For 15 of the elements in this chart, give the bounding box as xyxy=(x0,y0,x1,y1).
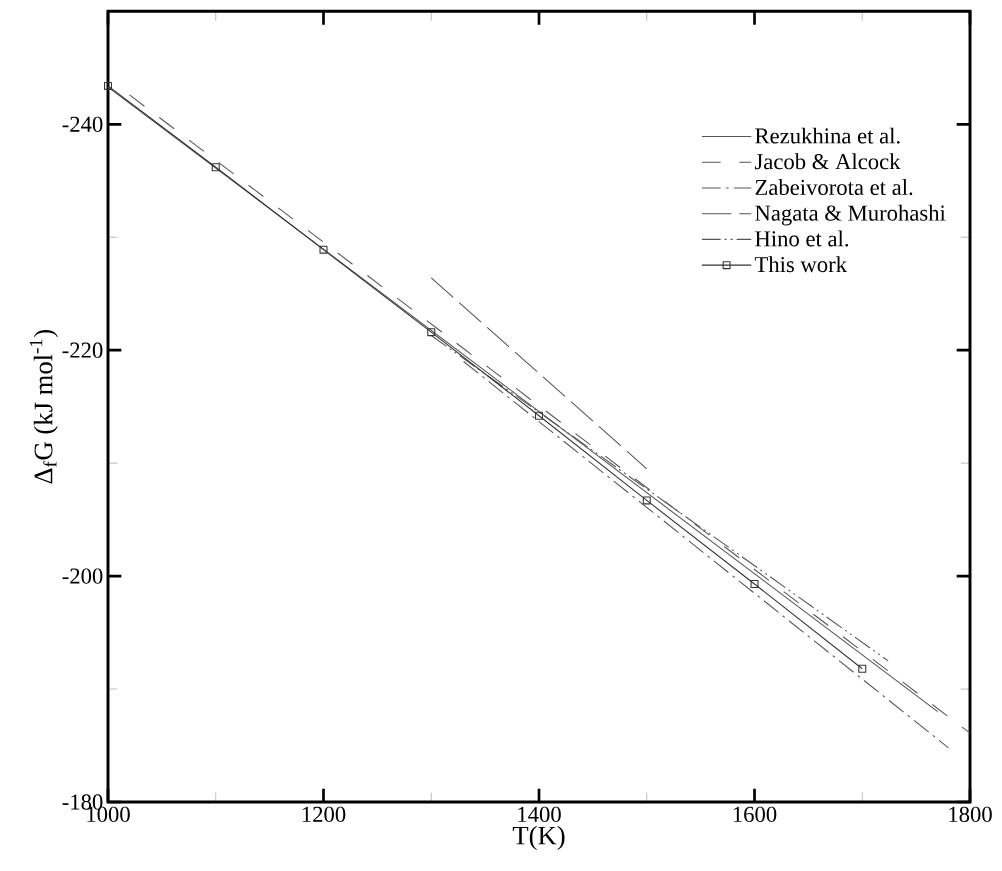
legend-label: Rezukhina et al. xyxy=(755,127,900,144)
legend-label: Hino et al. xyxy=(755,230,849,247)
legend-label: This work xyxy=(754,256,848,273)
x-axis-title: T(K) xyxy=(512,825,565,851)
legend-label: Jacob & Alcock xyxy=(754,153,901,170)
y-axis-title: Δ$_{f}$G (kJ mol$^{-1}$) xyxy=(29,329,58,484)
y-tick-label: -200 xyxy=(62,568,103,584)
y-tick-label: -240 xyxy=(62,116,103,132)
x-tick-label: 1600 xyxy=(733,806,777,823)
legend-label: Zabeivorota et al. xyxy=(755,179,913,196)
x-tick-label: 1800 xyxy=(949,806,992,823)
legend-label: Nagata & Murohashi xyxy=(755,204,946,226)
y-tick-label: -220 xyxy=(62,342,103,358)
x-tick-label: 1400 xyxy=(518,806,561,823)
x-tick-label: 1200 xyxy=(302,806,346,823)
